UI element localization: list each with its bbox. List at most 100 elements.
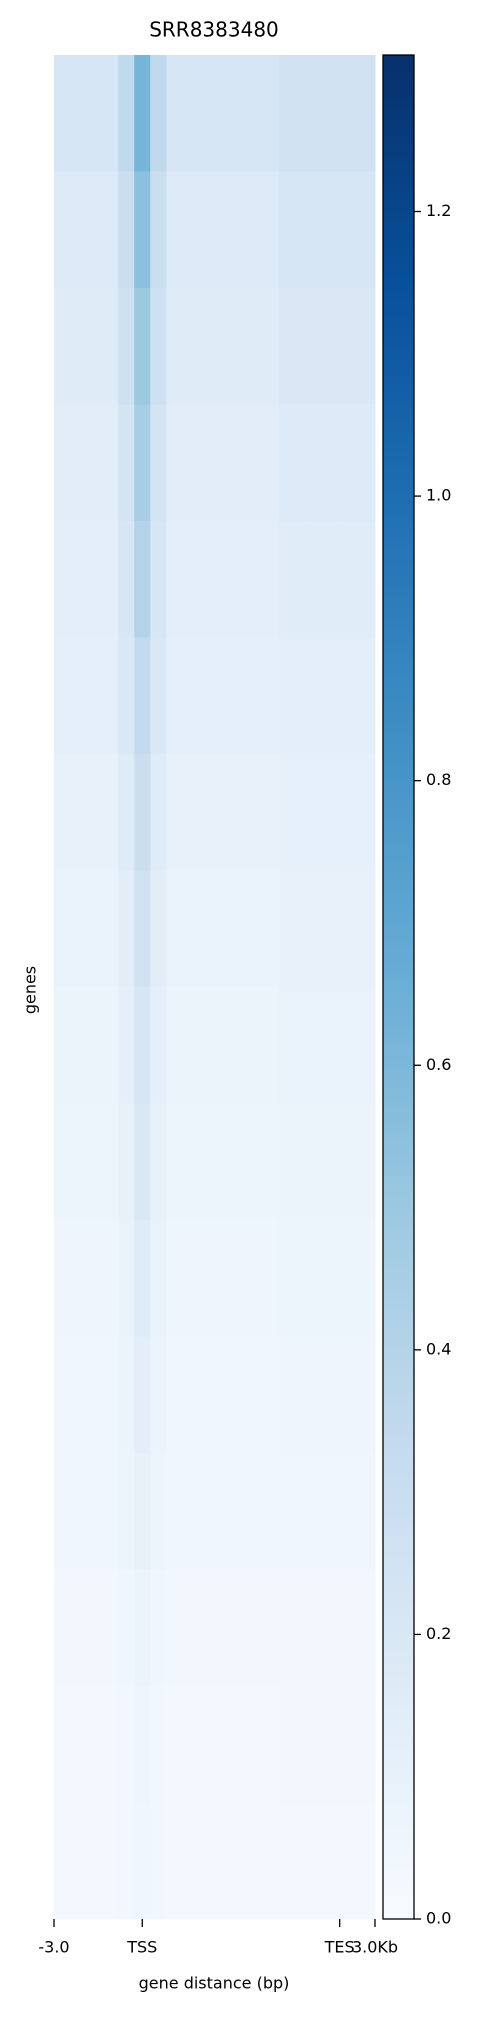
heatmap-cell [198,1802,215,1920]
heatmap-cell [134,987,151,1104]
x-axis-label: gene distance (bp) [139,1974,290,1993]
heatmap-cell [198,1220,215,1337]
heatmap-cell [134,404,151,522]
heatmap-cell [358,288,376,405]
heatmap-cell [150,754,167,871]
heatmap-cell [246,55,264,172]
heatmap-cell [118,1220,135,1337]
heatmap-cell [150,55,167,172]
heatmap-cell [326,1103,344,1221]
heatmap-cell [326,55,344,172]
heatmap-cell [102,987,119,1104]
heatmap-cell [246,404,264,522]
heatmap-cell [342,404,360,522]
heatmap-cell [326,288,344,405]
heatmap-cell [278,55,296,172]
heatmap-cell [198,288,215,405]
heatmap-cell [150,1802,167,1920]
heatmap-cell [134,521,151,638]
heatmap-cell [358,870,376,988]
heatmap-cell [150,1336,167,1454]
heatmap-cell [54,1569,71,1687]
heatmap-cell [118,870,135,988]
heatmap-cell [278,521,296,638]
heatmap-cell [70,870,87,988]
heatmap-cell [278,1802,296,1920]
heatmap-cell [358,1336,376,1454]
heatmap-cell [134,1686,151,1803]
heatmap-cell [118,404,135,522]
heatmap-cell [150,1453,167,1570]
heatmap-cell [278,1103,296,1221]
heatmap-cell [230,288,248,405]
heatmap-cell [86,171,103,289]
colorbar-tick-label: 0.2 [426,1624,451,1643]
heatmap-cell [150,1103,167,1221]
heatmap-cell [294,1336,312,1454]
heatmap-cell [294,1686,312,1803]
heatmap-cell [262,55,280,172]
heatmap-cell [262,1336,280,1454]
heatmap-cell [326,171,344,289]
heatmap-cell [86,1103,103,1221]
heatmap-cell [166,637,183,755]
heatmap-cell [246,288,264,405]
heatmap-cell [102,171,119,289]
heatmap-cell [118,754,135,871]
heatmap-cell [262,637,280,755]
heatmap-cell [326,987,344,1104]
heatmap-cell [310,1103,328,1221]
heatmap-cell [342,1686,360,1803]
heatmap-cell [246,637,264,755]
heatmap-cell [246,1802,264,1920]
colorbar-tick-label: 0.4 [426,1339,451,1358]
heatmap-cell [102,404,119,522]
heatmap-cell [214,637,232,755]
heatmap-cell [54,1453,71,1570]
heatmap-cell [134,1220,151,1337]
heatmap-cell [102,754,119,871]
heatmap-cell [102,1569,119,1687]
heatmap-cell [102,1220,119,1337]
heatmap-cell [134,1453,151,1570]
heatmap-cell [54,521,71,638]
heatmap-cell [182,1569,199,1687]
heatmap-cell [86,754,103,871]
heatmap-cell [214,521,232,638]
heatmap-cell [342,870,360,988]
heatmap-cell [342,987,360,1104]
heatmap-cell [262,987,280,1104]
heatmap-cell [326,521,344,638]
heatmap-cell [198,987,215,1104]
heatmap-cell [342,1802,360,1920]
heatmap-cell [230,171,248,289]
heatmap-cell [86,637,103,755]
heatmap-cell [182,1686,199,1803]
heatmap-cell [310,1802,328,1920]
heatmap-cell [262,404,280,522]
heatmap-cell [166,55,183,172]
heatmap-cell [358,1103,376,1221]
heatmap-cell [342,1453,360,1570]
heatmap-cell [358,637,376,755]
heatmap-cell [358,55,376,172]
heatmap-cell [86,1336,103,1454]
heatmap-cell [118,1453,135,1570]
heatmap-cell [134,1802,151,1920]
heatmap-cell [246,987,264,1104]
heatmap-cell [182,1453,199,1570]
heatmap-cell [342,1103,360,1221]
heatmap-cell [150,1686,167,1803]
heatmap-cell [294,1802,312,1920]
heatmap-cell [166,1220,183,1337]
heatmap-cell [278,637,296,755]
heatmap-cell [102,55,119,172]
heatmap-cell [294,637,312,755]
heatmap-cell [246,1103,264,1221]
heatmap-cell [54,1103,71,1221]
heatmap-cell [294,1569,312,1687]
heatmap-cell [182,55,199,172]
heatmap-cell [278,404,296,522]
heatmap-cell [214,404,232,522]
